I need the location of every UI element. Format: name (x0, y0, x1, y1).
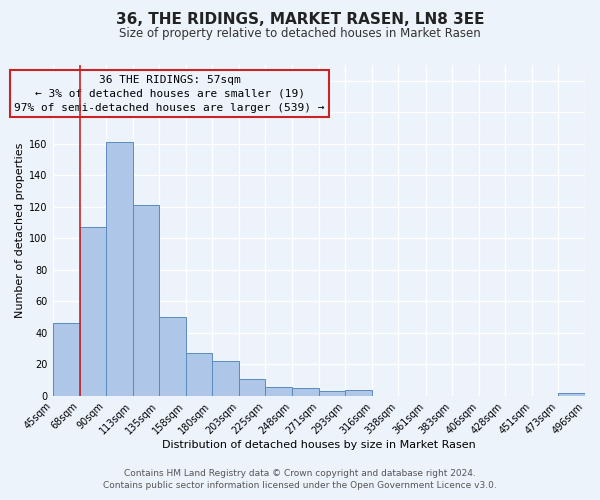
Bar (239, 378, 265, 396)
Text: 36, THE RIDINGS, MARKET RASEN, LN8 3EE: 36, THE RIDINGS, MARKET RASEN, LN8 3EE (116, 12, 484, 28)
Bar (265, 386, 292, 396)
Bar (346, 390, 373, 396)
Text: 36 THE RIDINGS: 57sqm
← 3% of detached houses are smaller (19)
97% of semi-detac: 36 THE RIDINGS: 57sqm ← 3% of detached h… (14, 75, 325, 113)
Y-axis label: Number of detached properties: Number of detached properties (15, 143, 25, 318)
Bar (319, 391, 346, 396)
Bar (106, 142, 133, 396)
Text: Contains HM Land Registry data © Crown copyright and database right 2024.
Contai: Contains HM Land Registry data © Crown c… (103, 469, 497, 490)
Text: Size of property relative to detached houses in Market Rasen: Size of property relative to detached ho… (119, 28, 481, 40)
Bar (558, 393, 585, 396)
Bar (186, 354, 212, 396)
Bar (159, 317, 186, 396)
Bar (133, 206, 159, 396)
X-axis label: Distribution of detached houses by size in Market Rasen: Distribution of detached houses by size … (162, 440, 476, 450)
Bar (212, 362, 239, 396)
Bar (292, 388, 319, 396)
Bar (53, 324, 80, 396)
Bar (80, 228, 106, 396)
